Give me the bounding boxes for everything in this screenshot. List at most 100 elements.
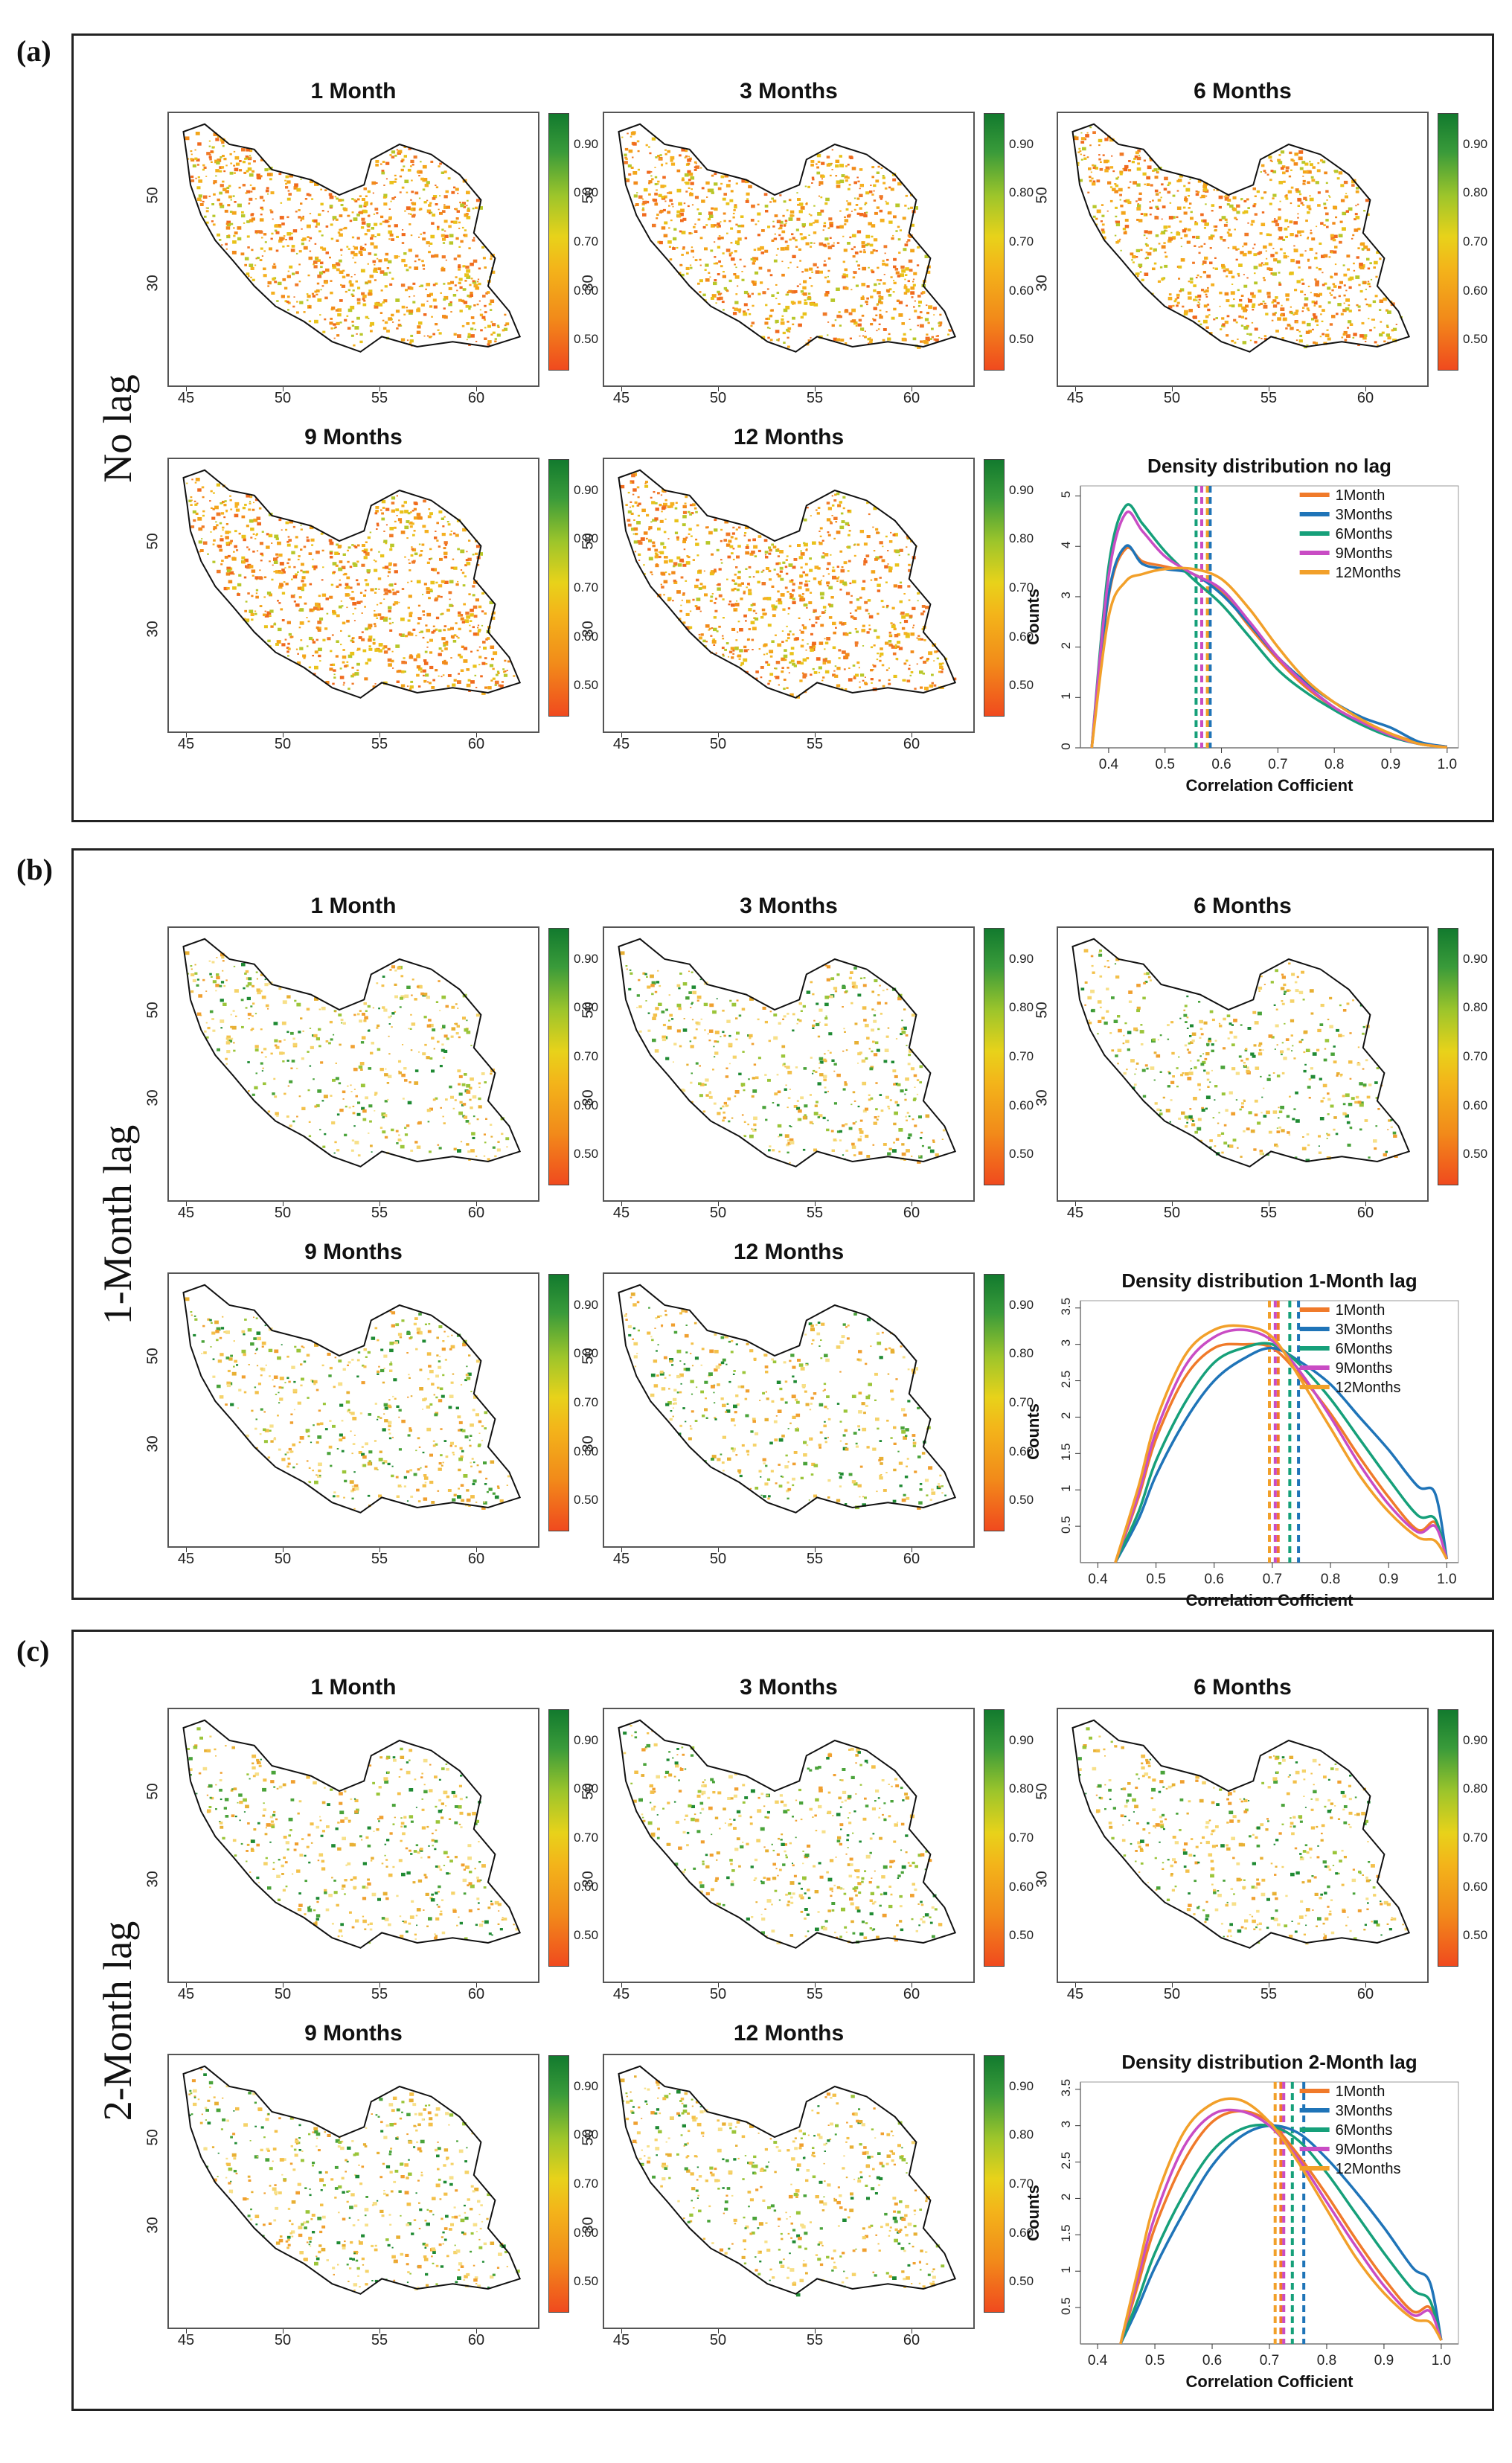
map-pixel [374,613,378,617]
map-pixel [684,173,689,177]
map-pixel [1111,155,1113,157]
map-pixel [456,635,458,638]
map-pixel [315,638,318,641]
map-pixel [1149,247,1153,250]
map-pixel [458,298,462,302]
map-pixel [374,236,377,237]
map-pixel [775,284,778,286]
map-pixel [734,582,737,585]
map-pixel [1278,154,1281,156]
map-pixel [238,574,242,577]
map-pixel [458,265,461,269]
map-pixel [807,185,810,188]
map-pixel [341,566,346,569]
map-pixel [438,208,440,211]
map-pixel [933,314,935,316]
map-pixel [1134,155,1138,158]
map-pixel [219,202,223,206]
map-pixel [1096,218,1098,220]
map-pixel [685,155,688,158]
map-pixel [1275,296,1278,299]
map-pixel [1306,205,1311,209]
map-pixel [903,662,907,665]
map-pixel [792,303,794,305]
map-pixel [690,266,693,269]
map-pixel [709,276,711,278]
map-pixel [447,628,451,631]
map-pixel [347,546,351,549]
map-pixel [705,641,708,643]
map-pixel [906,659,909,662]
map-pixel [188,499,192,502]
map-pixel [431,222,435,225]
map-pixel [731,656,734,659]
map-pixel [827,531,830,534]
map-pixel [1101,223,1105,226]
map-pixel [251,213,254,215]
map-pixel [819,531,821,532]
map-pixel [423,231,426,234]
map-pixel [225,226,231,230]
map-pixel [420,630,423,633]
map-pixel [247,563,252,567]
map-pixel [678,202,682,206]
map-pixel [897,275,900,278]
map-pixel [382,647,385,650]
map-pixel [633,540,638,544]
map-pixel [447,674,452,677]
map-pixel [624,156,627,159]
map-pixel [343,682,345,684]
map-pixel [836,314,841,318]
map-pixel [1153,168,1158,172]
map-pixel [261,531,264,533]
map-pixel [484,266,487,269]
map-pixel [741,271,743,272]
map-pixel [1093,164,1097,167]
map-pixel [871,682,873,684]
map-pixel [796,285,799,287]
map-pixel [221,560,224,563]
map-pixel [400,633,405,637]
map-pixel [234,502,240,506]
map-pixel [879,659,882,662]
map-pixel [1360,242,1365,246]
map-pixel [408,1028,410,1030]
map-pixel [888,186,891,189]
map-pixel [733,273,737,276]
map-pixel [819,615,821,618]
map-pixel [1285,235,1288,238]
colorbar-tick: 0.90 [1009,482,1034,497]
map-pixel [1357,247,1360,249]
map-pixel [1154,189,1159,193]
map-pixel [1139,266,1141,269]
map-pixel [777,339,780,342]
map-pixel [194,972,198,975]
map-pixel [643,531,648,535]
map-pixel [314,665,318,670]
map-pixel [362,198,365,201]
map-pixel [1345,210,1349,213]
map-pixel [1205,293,1208,295]
map-pixel [339,579,341,581]
map-pixel [301,243,304,246]
map-pixel [476,1118,479,1121]
map-pixel [309,213,312,214]
map-pixel [1198,298,1201,301]
map-pixel [853,181,857,185]
map-pixel [413,507,417,511]
map-pixel [202,200,205,203]
map-pixel [478,552,483,556]
map-pixel [901,337,906,342]
map-pixel [709,599,713,603]
map-pixel [278,571,282,574]
map-pixel [1367,282,1371,286]
map-pixel [670,162,676,166]
map-pixel [266,611,272,615]
map-pixel [843,561,848,565]
map-pixel [1229,204,1234,208]
map-x-tick-mark [476,733,477,737]
map-pixel [351,641,355,643]
map-pixel [845,179,848,182]
map-pixel [414,502,418,505]
map-pixel [450,627,454,630]
